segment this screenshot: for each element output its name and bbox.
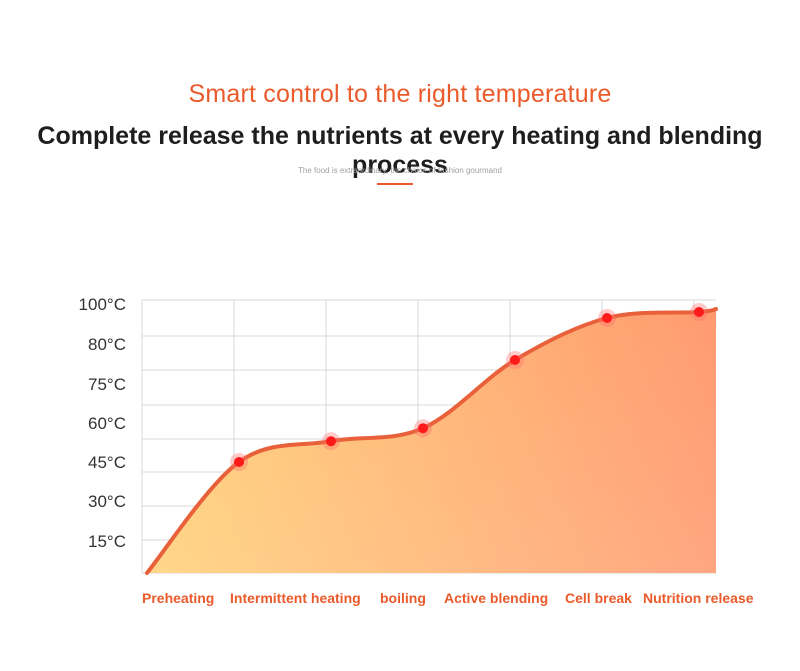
x-tick-label: Active blending: [444, 590, 548, 606]
y-tick-label: 80°C: [88, 335, 126, 354]
area-layer: [145, 307, 718, 575]
data-point: [326, 436, 336, 447]
y-tick-label: 30°C: [88, 492, 126, 511]
y-tick-label: 45°C: [88, 453, 126, 472]
data-point: [694, 307, 704, 317]
data-point: [602, 313, 612, 323]
subheadline: Complete release the nutrients at every …: [37, 122, 763, 179]
marker-layer: [230, 303, 708, 471]
x-tick-label: Intermittent heating: [230, 590, 361, 606]
y-tick-label: 75°C: [88, 375, 126, 394]
data-point: [234, 457, 244, 467]
series-area-shade: [147, 309, 716, 573]
data-point: [418, 423, 428, 434]
data-point: [510, 355, 520, 365]
x-axis-labels: Preheating Intermittent heating boiling Act…: [142, 590, 754, 606]
title-divider: [377, 183, 413, 185]
y-tick-label: 100°C: [79, 295, 126, 314]
y-axis-labels: 100°C 80°C 75°C 60°C 45°C 30°C 15°C: [79, 295, 126, 551]
tagline: The food is extraordinary, the choice of…: [298, 166, 502, 175]
x-tick-label: Nutrition release: [643, 590, 754, 606]
x-tick-label: boiling: [380, 590, 426, 606]
y-tick-label: 15°C: [88, 532, 126, 551]
x-tick-label: Preheating: [142, 590, 214, 606]
headline: Smart control to the right temperature: [188, 80, 612, 108]
x-tick-label: Cell break: [565, 590, 632, 606]
y-tick-label: 60°C: [88, 414, 126, 433]
